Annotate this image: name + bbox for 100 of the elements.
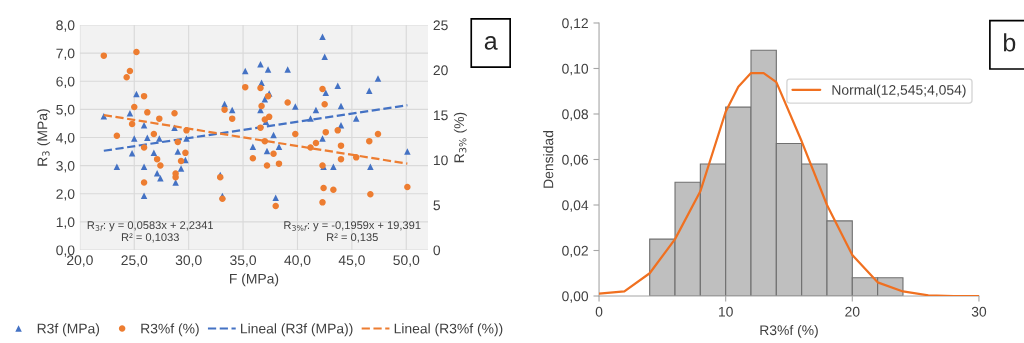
point [275, 160, 283, 167]
point [334, 82, 341, 90]
point [284, 99, 291, 106]
point [131, 135, 138, 142]
point [241, 83, 249, 91]
point [140, 163, 148, 171]
point [319, 85, 326, 93]
point [128, 120, 136, 128]
point [128, 150, 136, 157]
point [123, 73, 130, 81]
point [312, 139, 320, 147]
y2-tick-label: 5 [433, 200, 441, 211]
point [366, 87, 373, 95]
point [257, 84, 264, 92]
point [126, 110, 134, 117]
point [320, 184, 327, 192]
y-tick-label: 0,06 [562, 154, 589, 167]
point [257, 124, 264, 131]
point [265, 113, 273, 121]
x-tick-label: 50,0 [393, 255, 420, 267]
point [264, 66, 272, 73]
point [140, 192, 148, 200]
point [157, 175, 164, 182]
point [133, 48, 140, 56]
point [140, 179, 148, 186]
point [228, 115, 236, 122]
x-tick-label: 40,0 [284, 255, 311, 267]
point [352, 115, 360, 122]
point [144, 109, 151, 116]
point [182, 149, 189, 157]
point [404, 183, 411, 191]
y2-tick-label: 10 [433, 155, 448, 166]
point [113, 132, 121, 139]
point [153, 155, 161, 163]
point [241, 67, 249, 75]
point [100, 52, 108, 59]
text: b [1004, 33, 1016, 52]
point [337, 142, 345, 149]
point [174, 138, 182, 146]
point [171, 109, 178, 117]
point [330, 186, 337, 193]
point [374, 130, 382, 138]
y2-tick-label: 20 [433, 65, 448, 76]
y2-tick-label: 15 [433, 110, 448, 121]
point [156, 135, 163, 142]
x-tick-label: 20,0 [67, 255, 93, 267]
y-axis-title: R$_{3}$ (MPa) [37, 109, 51, 166]
point [367, 190, 374, 198]
point [292, 103, 299, 110]
point [140, 144, 148, 151]
point [258, 102, 265, 110]
y-tick-label: 2,0 [56, 189, 75, 201]
annotation: R$_{3%f}$: y = -0,1959x + 19,391 R² = 0,135 [284, 221, 421, 243]
y-tick-label: 0,10 [562, 63, 589, 76]
point [284, 66, 291, 73]
annotation: R$_{3f}$: y = 0,0583x + 2,2341 R² = 0,1033 [87, 221, 213, 243]
point [319, 199, 326, 206]
point [150, 149, 158, 156]
point [270, 150, 277, 157]
y-tick-label: 6,0 [56, 76, 75, 89]
point [177, 157, 185, 165]
x-tick-label: 10 [719, 306, 733, 317]
point [322, 128, 330, 136]
point [263, 162, 271, 169]
point [272, 202, 279, 210]
legend-label: Lineal (R3f (MPa)) [241, 323, 353, 337]
y2-tick-label: 0 [433, 245, 441, 256]
point [307, 115, 314, 122]
point [330, 163, 337, 171]
y-tick-label: 3,0 [56, 161, 75, 173]
point [249, 154, 257, 162]
text: a [484, 36, 498, 50]
point [321, 100, 328, 108]
point [292, 130, 299, 138]
point [177, 165, 185, 172]
point [249, 143, 257, 151]
point [126, 67, 134, 75]
legend-label: Normal(12,545;4,054) [832, 84, 966, 98]
point [337, 155, 345, 163]
point [131, 103, 138, 111]
point [113, 163, 121, 171]
x-tick-label: 45,0 [338, 255, 365, 267]
legend-label: R3%f (%) [141, 323, 199, 337]
y2-axis-title: R$_{3%}$ (%) [453, 112, 467, 163]
point [374, 75, 382, 82]
point [366, 137, 373, 145]
y-tick-label: 8,0 [56, 20, 75, 32]
legend-label: Lineal (R3%f (%)) [394, 323, 503, 337]
x-tick-label: 35,0 [230, 255, 257, 267]
y-tick-label: 0,04 [562, 200, 589, 212]
point [322, 89, 330, 97]
point [367, 163, 374, 171]
point [150, 130, 158, 138]
y-tick-label: 7,0 [56, 48, 75, 60]
y2-tick-label: 25 [433, 20, 448, 31]
point [153, 170, 161, 177]
point [221, 106, 228, 113]
x-tick-label: 30,0 [175, 255, 202, 267]
x-tick-label: 25,0 [121, 255, 148, 267]
point [156, 115, 163, 122]
